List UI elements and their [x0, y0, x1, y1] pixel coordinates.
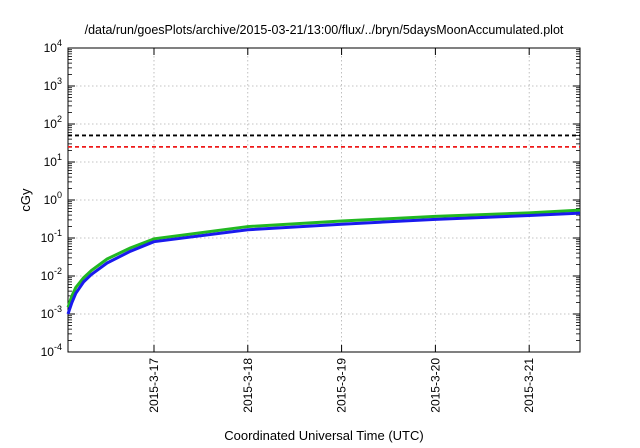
y-tick-label: 10-4 — [41, 342, 62, 359]
chart-title: /data/run/goesPlots/archive/2015-03-21/1… — [85, 23, 564, 37]
y-axis-label: cGy — [18, 188, 33, 212]
y-tick-label: 10-2 — [41, 266, 62, 283]
x-tick-label: 2015-3-21 — [522, 358, 536, 413]
x-tick-label: 2015-3-18 — [241, 358, 255, 413]
y-tick-label: 101 — [44, 152, 62, 169]
y-tick-label: 103 — [44, 76, 62, 93]
x-tick-labels: 2015-3-17 2015-3-18 2015-3-19 2015-3-20 2015… — [147, 358, 536, 413]
y-tick-label: 10-1 — [41, 228, 62, 245]
series-group — [66, 134, 581, 315]
axis-ticks — [68, 47, 580, 353]
y-tick-label: 102 — [44, 114, 62, 131]
y-tick-label: 104 — [44, 38, 62, 55]
y-tick-labels: 10-4 10-3 10-2 10-1 100 101 102 103 104 — [41, 38, 62, 359]
series-line-2 — [66, 211, 581, 315]
y-tick-label: 100 — [44, 190, 62, 207]
x-tick-label: 2015-3-17 — [147, 358, 161, 413]
x-axis-label: Coordinated Universal Time (UTC) — [224, 428, 423, 443]
x-tick-label: 2015-3-20 — [428, 358, 442, 413]
series-line-1 — [66, 208, 581, 308]
x-tick-label: 2015-3-19 — [335, 358, 349, 413]
grid — [68, 48, 580, 352]
y-tick-label: 10-3 — [41, 304, 62, 321]
